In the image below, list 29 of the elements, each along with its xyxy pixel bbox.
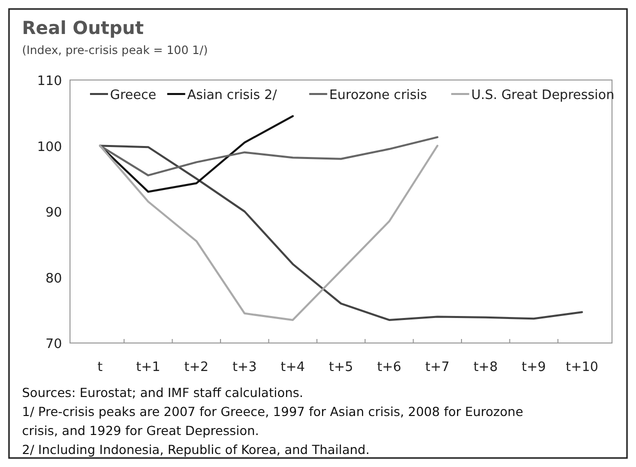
- x-tick-label: t+9: [522, 360, 546, 375]
- x-tick-label: t+6: [377, 360, 402, 375]
- text: 2/ Including Indonesia, Republic of Korea, and Thailand.: [22, 442, 370, 457]
- y-tick-label: 110: [37, 74, 62, 89]
- line-series: [99, 115, 294, 193]
- line-series: [99, 136, 438, 176]
- line-series: [99, 144, 438, 321]
- y-tick-label: 80: [45, 271, 62, 286]
- source-note: Sources: Eurostat; and IMF staff calculations.: [22, 385, 304, 400]
- legend-label: U.S. Great Depression: [471, 88, 614, 103]
- line-series: [99, 144, 583, 321]
- y-tick-label: 90: [45, 206, 62, 220]
- legend-label: Greece: [110, 88, 156, 103]
- legend-label: Eurozone crisis: [329, 88, 428, 103]
- x-tick-label: t+8: [473, 360, 498, 375]
- x-tick-label: t+7: [425, 360, 450, 375]
- x-tick-label: t+5: [328, 360, 354, 375]
- x-tick-label: t+1: [136, 360, 160, 375]
- y-tick-label: 70: [45, 337, 62, 352]
- x-tick-label: t: [97, 360, 103, 375]
- text: 1/ Pre-crisis peaks are 2007 for Greece, 1997 for Asian crisis, 2008 for Eurozone crisis, and 1929 for Great Depression.: [22, 404, 524, 438]
- y-tick-label: 100: [37, 140, 62, 155]
- x-tick-label: t+10: [566, 360, 598, 375]
- legend-label: Asian crisis 2/: [187, 88, 278, 103]
- x-tick-label: t+4: [280, 360, 305, 375]
- x-tick-label: t+3: [232, 360, 257, 375]
- chart-subtitle: (Index, pre-crisis peak = 100 1/): [22, 43, 208, 57]
- x-tick-label: t+2: [184, 360, 209, 375]
- chart-title: Real Output: [22, 18, 144, 39]
